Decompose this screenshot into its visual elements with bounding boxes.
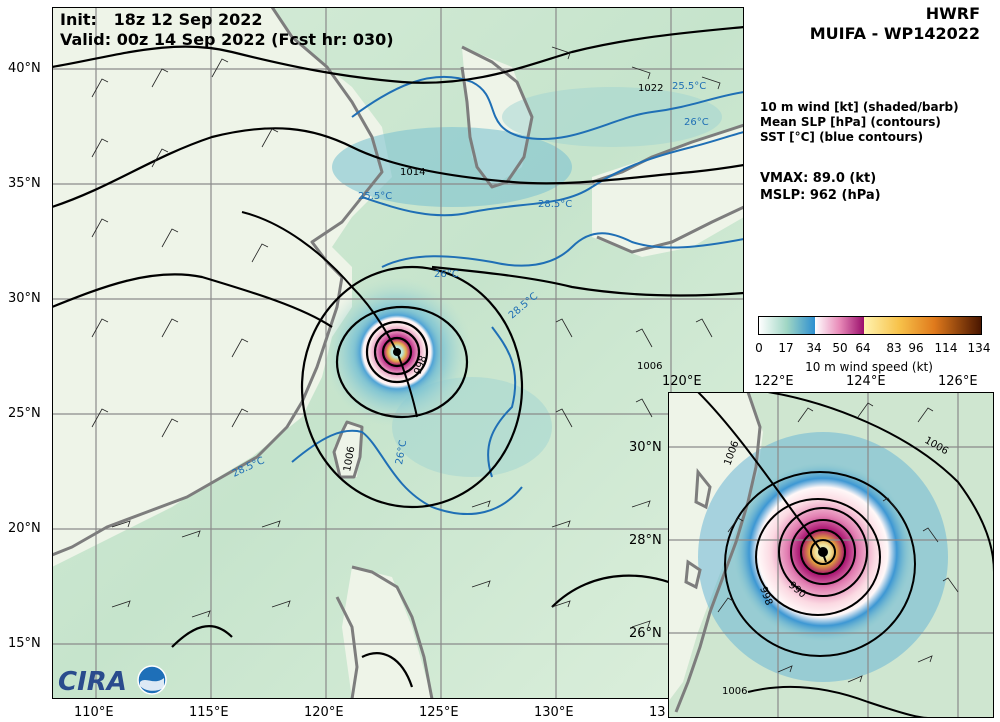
cbar-tick-17: 17 xyxy=(778,341,794,355)
sst-label-7: 26°C xyxy=(394,439,409,465)
sst-contours xyxy=(291,75,744,515)
cbar-tick-96: 96 xyxy=(908,341,924,355)
inset-lon-122: 122°E xyxy=(754,374,794,389)
lon-label-120: 120°E xyxy=(304,705,344,720)
inset-lon-120: 120°E xyxy=(662,374,702,389)
cbar-tick-0: 0 xyxy=(755,341,763,355)
cbar-tick-50: 50 xyxy=(832,341,848,355)
inset-lat-30: 30°N xyxy=(629,440,662,455)
sst-label-4: 28.5°C xyxy=(538,199,572,210)
model-name: HWRF xyxy=(925,4,980,23)
cbar-tick-34: 34 xyxy=(806,341,822,355)
cira-logo: CIRA xyxy=(58,665,167,696)
inset-lat-28: 28°N xyxy=(629,533,662,548)
vmax-value: VMAX: 89.0 (kt) xyxy=(760,171,877,186)
cbar-tick-64: 64 xyxy=(855,341,871,355)
slp-label-1006-main: 1006 xyxy=(637,361,662,372)
lat-label-40: 40°N xyxy=(8,61,41,76)
inset-frame xyxy=(668,392,994,718)
inset-slp-label-5: 1006 xyxy=(722,686,747,697)
lon-label-125: 125°E xyxy=(419,705,459,720)
storm-name: MUIFA - WP142022 xyxy=(809,24,980,43)
philippines-land xyxy=(342,567,432,699)
main-map: 1022 1014 1006 998 1006 25.5°C 26°C 25.5… xyxy=(52,7,744,699)
inset-lat-26: 26°N xyxy=(629,626,662,641)
valid-time: Valid: 00z 14 Sep 2022 (Fcst hr: 030) xyxy=(60,30,394,49)
slp-label-1022: 1022 xyxy=(638,83,663,94)
wind-band-east xyxy=(502,87,722,147)
init-time: Init: 18z 12 Sep 2022 xyxy=(60,10,263,29)
lat-label-30: 30°N xyxy=(8,291,41,306)
lat-label-25: 25°N xyxy=(8,406,41,421)
field-sst: SST [°C] (blue contours) xyxy=(760,130,924,144)
noaa-seal-wave-icon xyxy=(140,678,164,691)
lat-label-35: 35°N xyxy=(8,176,41,191)
cbar-tick-114: 114 xyxy=(934,341,958,355)
storm-center-marker xyxy=(393,348,401,356)
inset-map: 1006 1006 998 990 1006 xyxy=(668,392,994,718)
mainland-land xyxy=(52,7,392,567)
lat-label-15: 15°N xyxy=(8,636,41,651)
inset-coastline xyxy=(674,392,762,713)
sst-label-1: 25.5°C xyxy=(672,81,706,92)
main-map-frame xyxy=(52,7,744,699)
inset-wind-barbs xyxy=(717,402,959,683)
lon-label-130: 130°E xyxy=(534,705,574,720)
cira-logo-text: CIRA xyxy=(58,667,127,696)
field-slp: Mean SLP [hPa] (contours) xyxy=(760,115,941,129)
inset-lon-124: 124°E xyxy=(846,374,886,389)
lat-label-20: 20°N xyxy=(8,521,41,536)
cbar-tick-134: 134 xyxy=(967,341,991,355)
inset-slp-contours xyxy=(724,392,994,718)
sst-label-5: 26°C xyxy=(434,269,459,280)
sst-label-3: 25.5°C xyxy=(358,191,392,202)
inset-storm-center xyxy=(818,547,828,557)
sst-label-2: 26°C xyxy=(684,117,709,128)
field-legend: 10 m wind [kt] (shaded/barb) Mean SLP [h… xyxy=(760,100,959,145)
wind-band-yellow-sea xyxy=(332,127,572,207)
slp-label-1014: 1014 xyxy=(400,167,425,178)
lon-label-110: 110°E xyxy=(74,705,114,720)
lon-label-135-partial: 13 xyxy=(649,705,666,720)
wind-barbs xyxy=(91,46,721,628)
wind-colorbar xyxy=(758,316,982,335)
inset-grid xyxy=(668,392,994,718)
inset-lon-126: 126°E xyxy=(938,374,978,389)
cbar-tick-83: 83 xyxy=(886,341,902,355)
lon-label-115: 115°E xyxy=(189,705,229,720)
field-wind: 10 m wind [kt] (shaded/barb) xyxy=(760,100,959,114)
storm-stats: VMAX: 89.0 (kt) MSLP: 962 (hPa) xyxy=(760,170,881,204)
colorbar-title: 10 m wind speed (kt) xyxy=(805,360,933,374)
mslp-value: MSLP: 962 (hPa) xyxy=(760,188,881,203)
slp-label-1006-taiwan: 1006 xyxy=(342,446,357,473)
model-title: HWRF MUIFA - WP142022 xyxy=(810,4,980,44)
storm-track xyxy=(241,211,418,418)
